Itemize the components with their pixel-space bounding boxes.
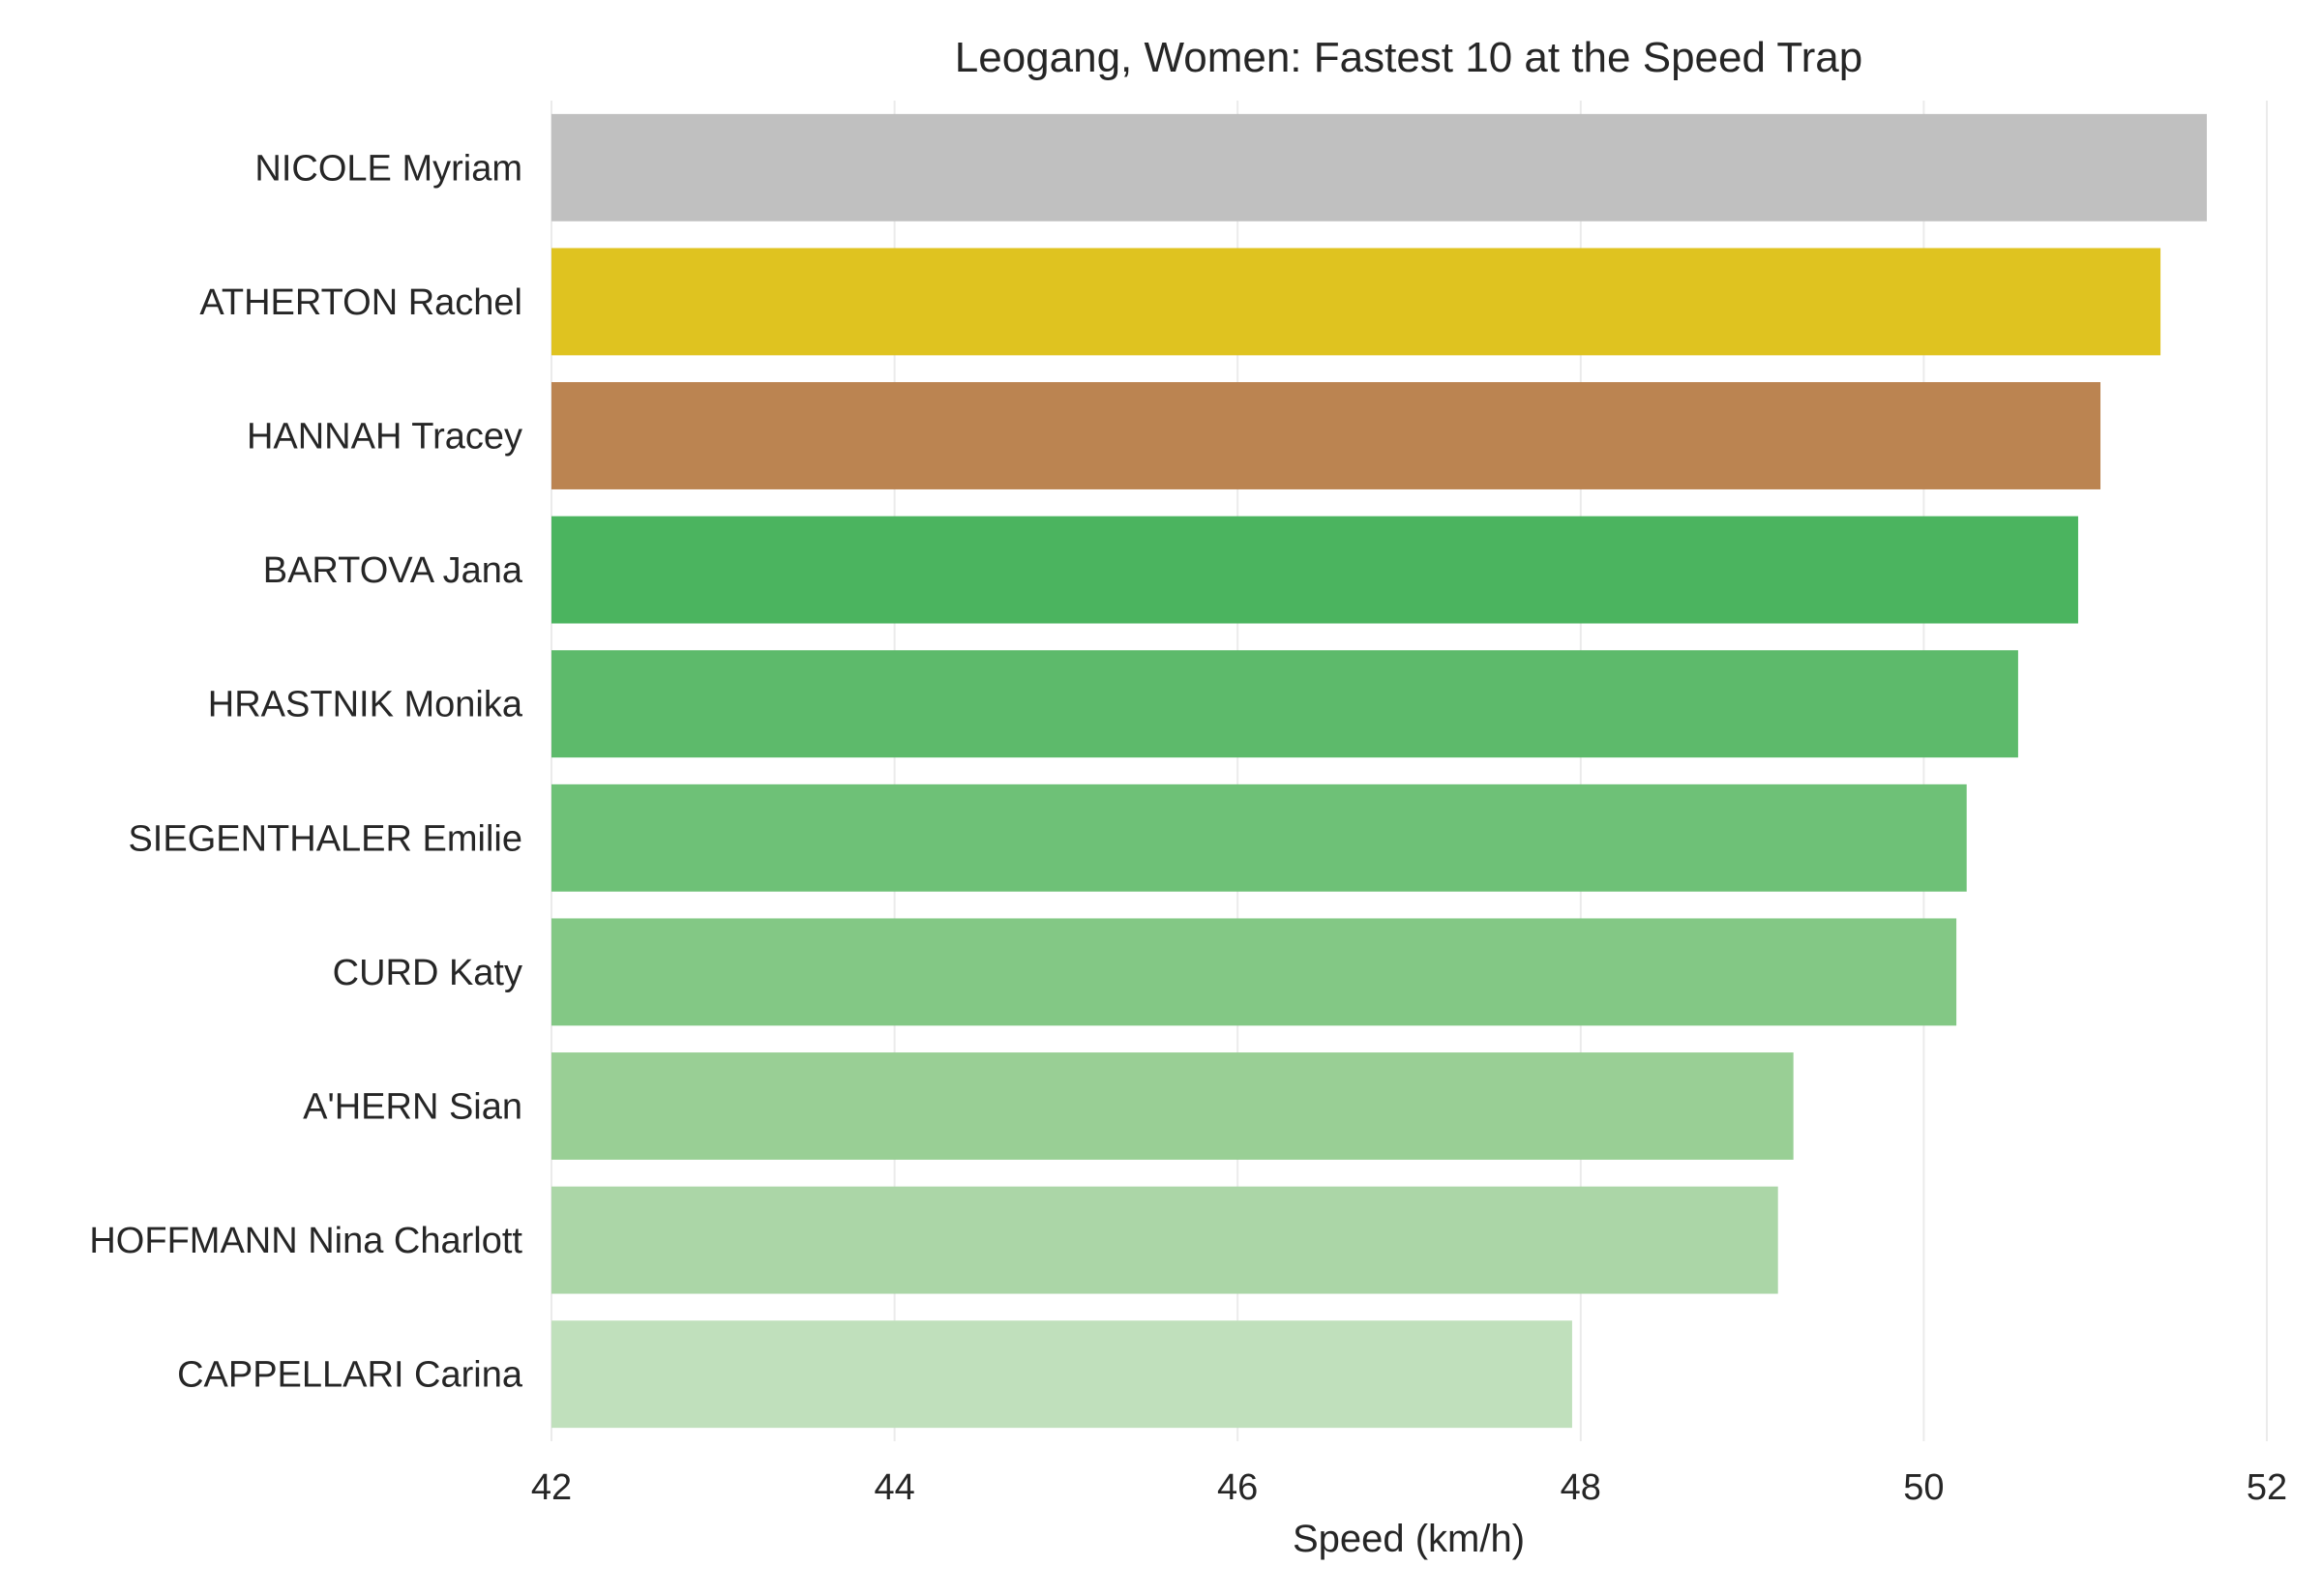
bar [551,650,2018,758]
bar [551,1052,1794,1160]
bar [551,516,2078,624]
category-labels: NICOLE Myriam ATHERTON Rachel HANNAH Trace… [89,148,523,1395]
category-label: BARTOVA Jana [263,550,523,591]
category-label: ATHERTON Rachel [199,282,522,323]
bar [551,248,2161,356]
x-tick-label: 42 [531,1467,572,1508]
category-label: NICOLE Myriam [254,148,522,189]
category-label: HRASTNIK Monika [208,685,523,725]
bar [551,113,2207,222]
x-tick-label: 50 [1903,1467,1944,1508]
category-label: CURD Katy [333,953,522,993]
x-tick-label: 48 [1561,1467,1601,1508]
category-label: HANNAH Tracey [247,417,522,458]
bars [551,113,2207,1429]
bar [551,918,1957,1026]
bar [551,1320,1572,1429]
x-tick-label: 46 [1217,1467,1258,1508]
category-label: CAPPELLARI Carina [177,1355,523,1396]
category-label: A'HERN Sian [303,1087,522,1128]
bar [551,783,1967,892]
bar [551,1186,1778,1294]
bar [551,382,2101,489]
x-tick-label: 52 [2247,1467,2287,1508]
category-label: HOFFMANN Nina Charlott [89,1221,522,1261]
x-tick-label: 44 [874,1467,914,1508]
x-tick-labels: 42 44 46 48 50 52 [531,1467,2287,1508]
category-label: SIEGENTHALER Emilie [128,818,522,859]
chart-title: Leogang, Women: Fastest 10 at the Speed … [955,34,1862,81]
x-axis-label: Speed (km/h) [1293,1518,1525,1560]
